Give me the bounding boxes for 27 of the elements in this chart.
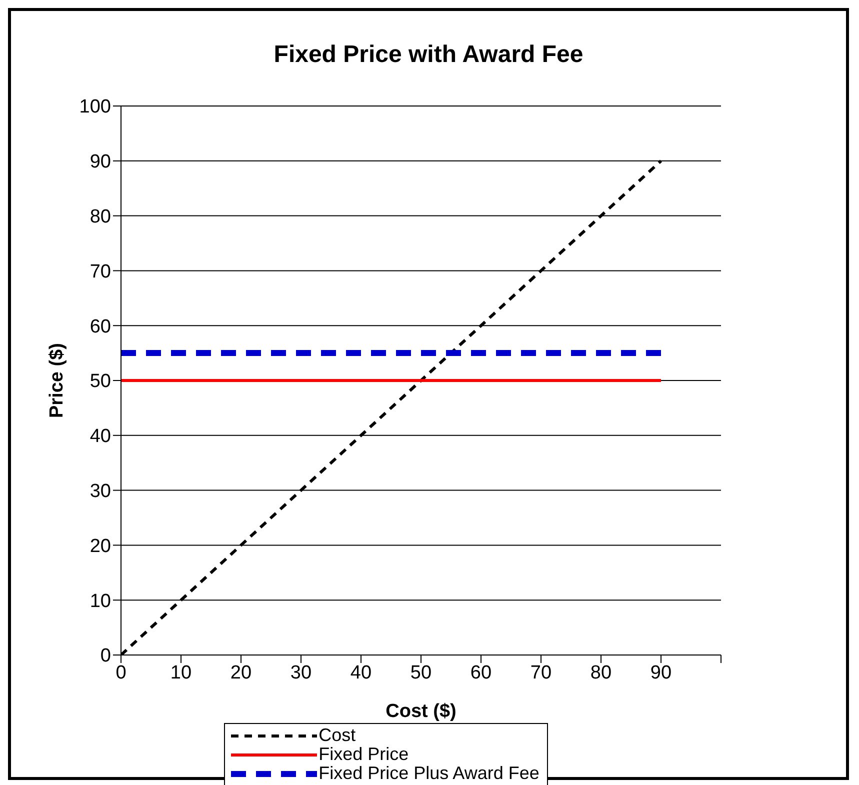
x-tick-label: 20	[230, 662, 252, 684]
y-tick-label: 60	[90, 316, 111, 338]
x-tick-label: 90	[650, 662, 672, 684]
legend-label: Fixed Price Plus Award Fee	[318, 763, 540, 783]
x-tick-label: 0	[116, 662, 126, 684]
chart-title: Fixed Price with Award Fee	[272, 40, 584, 70]
x-tick-label: 30	[290, 662, 312, 684]
legend-label: Cost	[318, 725, 356, 745]
y-tick-label: 0	[100, 646, 111, 667]
x-axis-title: Cost ($)	[386, 701, 456, 722]
y-tick-label: 70	[90, 261, 111, 282]
x-tick-label: 10	[170, 662, 192, 684]
y-tick-label: 10	[90, 590, 111, 612]
x-tick-label: 60	[470, 662, 492, 684]
y-tick-label: 40	[90, 426, 111, 448]
y-tick-label: 80	[90, 206, 111, 228]
legend-label: Fixed Price	[318, 744, 409, 764]
y-tick-label: 20	[90, 536, 111, 557]
x-tick-label: 50	[410, 662, 432, 684]
x-tick-label: 80	[590, 662, 612, 684]
x-tick-label: 40	[350, 662, 372, 684]
y-tick-label: 30	[90, 481, 111, 502]
x-tick-label: 70	[530, 662, 552, 684]
y-tick-label: 90	[90, 152, 111, 173]
y-tick-label: 50	[90, 371, 111, 392]
y-axis-title: Price ($)	[46, 343, 68, 418]
y-tick-label: 100	[79, 96, 111, 118]
